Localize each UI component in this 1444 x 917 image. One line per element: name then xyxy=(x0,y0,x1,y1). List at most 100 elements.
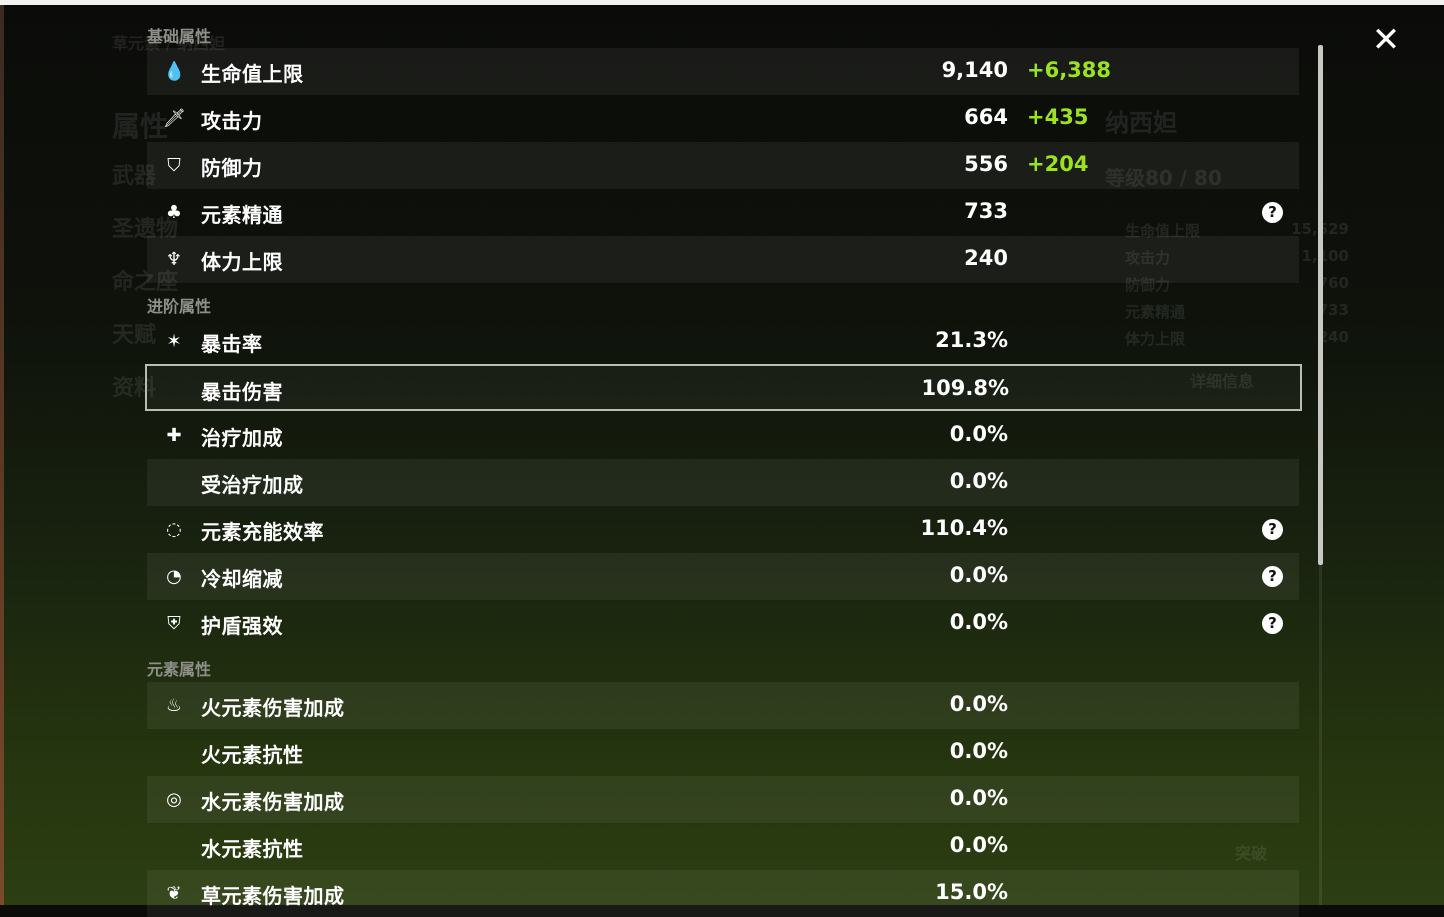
attribute-row[interactable]: ✚ 治疗加成 0.0% xyxy=(147,412,1299,459)
shield-strength-icon: ⛨ xyxy=(167,613,181,634)
attribute-bonus: +204 xyxy=(1027,152,1089,176)
bg-summary-value: 733 xyxy=(1317,301,1349,319)
crit-rate-icon: ✶ xyxy=(166,331,182,352)
attribute-label: 攻击力 xyxy=(201,109,263,133)
attribute-row[interactable]: 🗡 攻击力 664 +435 xyxy=(147,95,1299,142)
attribute-value: 110.4% xyxy=(920,516,1008,540)
help-icon[interactable]: ? xyxy=(1262,566,1283,587)
bg-summary-label: 体力上限 xyxy=(1125,330,1186,348)
attribute-label: 元素精通 xyxy=(201,203,283,227)
attribute-value: 0.0% xyxy=(949,610,1008,634)
attribute-label: 受治疗加成 xyxy=(201,473,304,497)
close-icon[interactable]: ✕ xyxy=(1371,20,1401,60)
hydro-icon: ◎ xyxy=(166,789,182,810)
section-header: 基础属性 xyxy=(147,27,212,46)
attribute-value: 0.0% xyxy=(949,563,1008,587)
elemental-mastery-icon: ♣ xyxy=(165,202,183,223)
attribute-label: 治疗加成 xyxy=(201,426,283,450)
attribute-label: 草元素伤害加成 xyxy=(201,884,345,908)
attribute-value: 0.0% xyxy=(949,739,1008,763)
attribute-value: 240 xyxy=(964,246,1008,270)
attribute-label: 防御力 xyxy=(201,156,263,180)
section-header: 元素属性 xyxy=(147,660,212,679)
cooldown-icon: ◔ xyxy=(166,566,182,587)
attribute-row[interactable]: ♆ 体力上限 240 xyxy=(147,236,1299,283)
bg-menu-item: 属性 xyxy=(112,110,169,143)
attribute-label: 火元素抗性 xyxy=(201,743,304,767)
attribute-row[interactable]: ❦ 草元素伤害加成 15.0% xyxy=(147,870,1299,917)
attribute-row[interactable]: ✶ 暴击率 21.3% xyxy=(147,318,1299,365)
bg-summary-value: 1,100 xyxy=(1301,247,1349,265)
attribute-row[interactable]: ◎ 水元素伤害加成 0.0% xyxy=(147,776,1299,823)
attribute-label: 水元素伤害加成 xyxy=(201,790,345,814)
pyro-icon: ♨ xyxy=(165,695,183,716)
energy-recharge-icon: ◌ xyxy=(166,519,182,540)
attribute-value: 0.0% xyxy=(949,833,1008,857)
help-icon[interactable]: ? xyxy=(1262,519,1283,540)
bg-summary-label: 攻击力 xyxy=(1125,249,1171,267)
attribute-row[interactable]: ⛨ 护盾强效 0.0%? xyxy=(147,600,1299,647)
attribute-bonus: +6,388 xyxy=(1027,58,1112,82)
attribute-label: 暴击伤害 xyxy=(201,380,283,404)
attribute-row[interactable]: 暴击伤害 109.8% xyxy=(145,364,1302,411)
bg-summary-value: 760 xyxy=(1317,274,1349,292)
attribute-value: 15.0% xyxy=(935,880,1008,904)
top-bar xyxy=(0,0,1444,5)
bg-level: 等级80 / 80 xyxy=(1105,166,1222,190)
attribute-label: 生命值上限 xyxy=(201,62,304,86)
hp-drop-icon: 💧 xyxy=(163,61,186,82)
help-icon[interactable]: ? xyxy=(1262,613,1283,634)
attribute-label: 元素充能效率 xyxy=(201,520,324,544)
attribute-value: 109.8% xyxy=(921,376,1009,400)
attribute-value: 664 xyxy=(964,105,1008,129)
sword-icon: 🗡 xyxy=(163,108,186,129)
bg-detail-button: 详细信息 xyxy=(1190,372,1255,391)
attribute-label: 体力上限 xyxy=(201,250,283,274)
attribute-label: 护盾强效 xyxy=(201,614,283,638)
attribute-row[interactable]: ⛉ 防御力 556 +204 xyxy=(147,142,1299,189)
attribute-value: 0.0% xyxy=(949,786,1008,810)
scrollbar-thumb[interactable] xyxy=(1318,45,1323,565)
help-icon[interactable]: ? xyxy=(1262,202,1283,223)
crit-dmg-icon xyxy=(163,379,185,401)
attribute-value: 0.0% xyxy=(949,469,1008,493)
attribute-label: 水元素抗性 xyxy=(201,837,304,861)
attribute-value: 9,140 xyxy=(941,58,1008,82)
attribute-row[interactable]: 💧 生命值上限 9,140 +6,388 xyxy=(147,48,1299,95)
section-header: 进阶属性 xyxy=(147,297,212,316)
attribute-row[interactable]: ◌ 元素充能效率 110.4%? xyxy=(147,506,1299,553)
attribute-value: 21.3% xyxy=(935,328,1008,352)
attribute-value: 556 xyxy=(964,152,1008,176)
bg-menu-item: 圣遗物 xyxy=(112,217,179,242)
bg-summary-label: 生命值上限 xyxy=(1125,222,1201,240)
attribute-row[interactable]: ◔ 冷却缩减 0.0%? xyxy=(147,553,1299,600)
attribute-label: 暴击率 xyxy=(201,332,263,356)
bg-menu-item: 命之座 xyxy=(112,270,179,295)
shield-icon: ⛉ xyxy=(167,155,181,176)
bg-summary-label: 防御力 xyxy=(1125,276,1171,294)
bg-element-title: 草元素 / 纳西妲 xyxy=(112,34,225,53)
stamina-icon: ♆ xyxy=(165,249,183,270)
attribute-row[interactable]: 受治疗加成 0.0% xyxy=(147,459,1299,506)
scrollbar-track[interactable] xyxy=(1319,565,1322,905)
attribute-row[interactable]: ♣ 元素精通 733? xyxy=(147,189,1299,236)
bg-summary-label: 元素精通 xyxy=(1125,303,1186,321)
bg-menu-item: 资料 xyxy=(112,376,157,401)
bg-summary-value: 240 xyxy=(1317,328,1349,346)
dendro-icon: ❦ xyxy=(166,883,182,904)
bg-menu-item: 武器 xyxy=(112,164,157,189)
attribute-row[interactable]: 火元素抗性 0.0% xyxy=(147,729,1299,776)
attribute-bonus: +435 xyxy=(1027,105,1089,129)
attribute-label: 冷却缩减 xyxy=(201,567,283,591)
left-edge xyxy=(0,5,4,905)
attribute-row[interactable]: 水元素抗性 0.0% xyxy=(147,823,1299,870)
bg-menu-item: 天赋 xyxy=(112,323,157,348)
attribute-value: 733 xyxy=(964,199,1008,223)
bg-char-name: 纳西妲 xyxy=(1105,109,1177,137)
healing-cross-icon: ✚ xyxy=(166,425,182,446)
bg-breakthrough-button: 突破 xyxy=(1235,844,1268,863)
attribute-label: 火元素伤害加成 xyxy=(201,696,345,720)
attribute-value: 0.0% xyxy=(949,422,1008,446)
attribute-row[interactable]: ♨ 火元素伤害加成 0.0% xyxy=(147,682,1299,729)
attribute-value: 0.0% xyxy=(949,692,1008,716)
